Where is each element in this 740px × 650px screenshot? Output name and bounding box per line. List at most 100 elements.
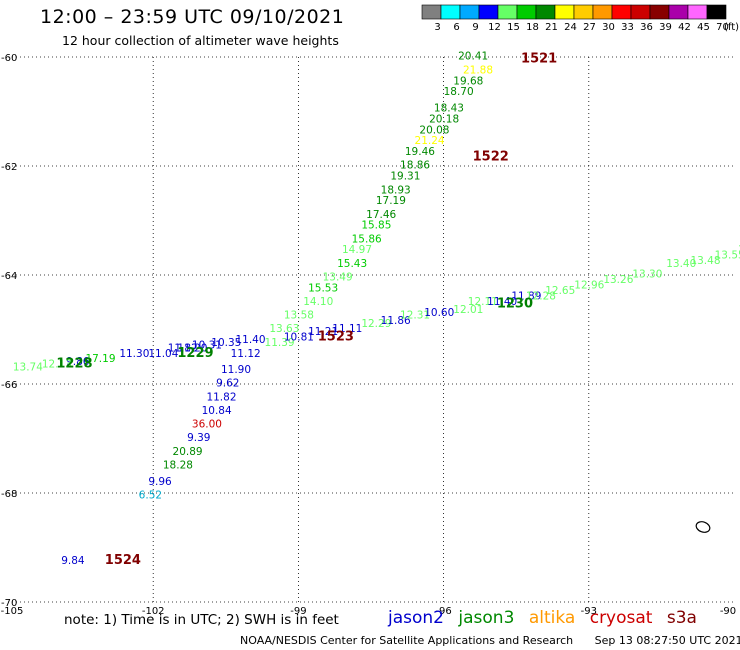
legend-swatch-33 [611,4,632,20]
lon-tick--99: -99 [290,606,306,617]
observation-38: 13.26 [603,274,633,286]
observation-4: 18.43 [434,103,464,115]
observation-59: 10.84 [202,405,232,417]
map-subtitle: 12 hour collection of altimeter wave hei… [62,33,339,48]
mission-jason3: jason3 [458,608,515,628]
observation-20: 14.10 [303,296,333,308]
legend-swatch-39 [649,4,670,20]
lat-tick--64: -64 [1,271,17,282]
legend-label-27: 27 [583,22,596,33]
observation-30: 10.60 [424,307,454,319]
legend-label-42: 42 [678,22,691,33]
observation-51: 17.19 [85,353,115,365]
legend-label-33: 33 [621,22,634,33]
map-title: 12:00 – 23:59 UTC 09/10/2021 [40,6,345,28]
observation-43: 14.4 [738,244,740,256]
legend-swatch-36 [630,4,651,20]
track-label-1228: 1228 [56,357,92,372]
observation-1: 21.88 [463,64,493,76]
observation-58: 11.82 [206,391,236,403]
legend-swatch-6 [440,4,461,20]
observation-37: 12.96 [574,280,604,292]
generated-timestamp: Sep 13 08:27:50 UTC 2021 [594,634,740,647]
legend-label-30: 30 [602,22,615,33]
observation-6: 20.08 [419,124,449,136]
observation-36: 12.65 [545,285,575,297]
observation-19: 15.53 [308,282,338,294]
legend-swatch-21 [535,4,556,20]
lon-tick--93: -93 [581,606,597,617]
observation-62: 20.89 [173,446,203,458]
lon-tick--90: -90 [720,606,736,617]
observation-0: 20.41 [458,51,488,63]
mission-jason2: jason2 [388,608,444,628]
observation-41: 13.48 [690,255,720,267]
observation-40: 13.40 [666,258,696,270]
observation-52: 9.86 [66,356,90,368]
observation-55: 11.12 [231,348,261,360]
observation-65: 6.52 [139,489,162,501]
legend-label-6: 6 [453,22,459,33]
observation-60: 36.00 [192,419,222,431]
observation-57: 9.62 [216,378,239,390]
island-outline [695,521,711,533]
legend-label-3: 3 [434,22,440,33]
observation-63: 18.28 [163,459,193,471]
legend-unit: (ft) [724,22,739,33]
mission-s3a: s3a [666,608,697,628]
legend-swatch-27 [573,4,594,20]
observation-32: 12.11 [468,296,498,308]
lat-tick--70: -70 [1,598,17,609]
legend-swatch-30 [592,4,613,20]
observation-44: 11.40 [235,334,265,346]
observation-61: 9.39 [187,432,210,444]
observation-7: 21.24 [415,135,445,147]
observation-23: 11.39 [265,337,295,349]
observation-31: 12.01 [453,304,483,316]
legend-label-45: 45 [697,22,710,33]
track-label-1229: 1229 [177,346,213,361]
observation-45: 10.35 [211,337,241,349]
footer-credit: NOAA/NESDIS Center for Satellite Applica… [240,634,740,647]
observation-5: 20.18 [429,113,459,125]
observation-26: 11.11 [332,323,362,335]
legend-swatch-12 [478,4,499,20]
observation-12: 17.19 [376,195,406,207]
axis-ticks: -105 -102 -99 -96 -93 -90 -60 -62 -64 -66 -68 -70 [1,53,737,617]
lat-tick--60: -60 [1,53,17,64]
lat-tick--66: -66 [1,380,17,391]
observation-42: 13.55 [715,250,740,262]
observation-2: 19.68 [453,75,483,87]
track-labels-layer: 1521 1522 1523 1524 1228 1229 1230 [56,51,557,567]
observation-34: 11.89 [511,291,541,303]
observation-47: 11.20 [177,342,207,354]
observation-13: 17.46 [366,209,396,221]
legend-swatch-45 [687,4,708,20]
credit-text: NOAA/NESDIS Center for Satellite Applica… [240,634,574,647]
legend-swatch-9 [459,4,480,20]
observation-24: 10.81 [284,331,314,343]
observation-66: 9.84 [61,555,85,567]
track-label-1523: 1523 [318,329,354,344]
legend-swatch-18 [516,4,537,20]
legend-swatch-15 [497,4,518,20]
legend-label-18: 18 [526,22,539,33]
track-label-1524: 1524 [105,553,141,568]
observation-50: 11.30 [119,348,149,360]
legend-label-39: 39 [659,22,672,33]
legend-swatch-42 [668,4,689,20]
observation-29: 12.31 [400,310,430,322]
observation-3: 18.70 [444,86,474,98]
observation-25: 11.21 [308,326,338,338]
lat-tick--62: -62 [1,162,17,173]
observation-15: 15.86 [352,233,382,245]
observation-21: 13.58 [284,310,314,322]
observation-35: 12.28 [526,291,556,303]
observation-53: 12.13 [42,359,72,371]
observation-8: 19.46 [405,146,435,158]
legend-label-70: 70 [716,22,729,33]
observation-11: 18.93 [381,184,411,196]
lon-tick--105: -105 [1,606,24,617]
observation-64: 9.96 [148,476,172,488]
